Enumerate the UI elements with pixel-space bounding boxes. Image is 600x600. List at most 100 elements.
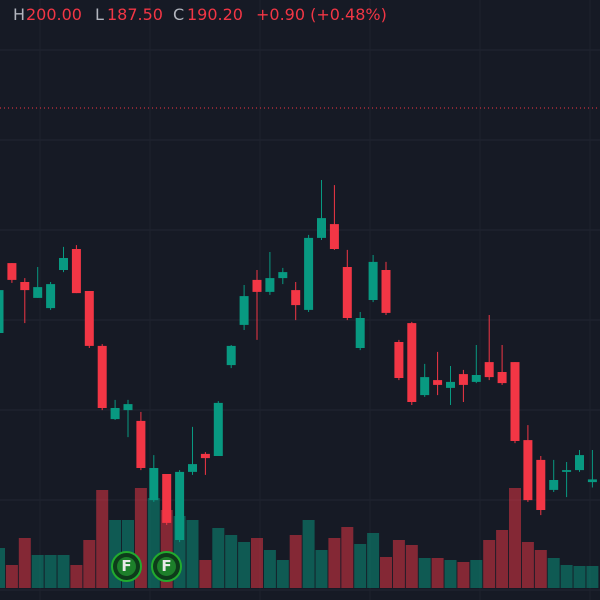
marker-text: F <box>157 557 176 576</box>
volume-bar <box>199 560 212 588</box>
candle-body <box>200 453 210 459</box>
volume-bar <box>83 540 96 588</box>
volume-bar <box>496 530 509 588</box>
volume-bar <box>186 520 199 588</box>
candle-body <box>252 279 262 292</box>
candle-body <box>484 362 494 378</box>
volume-bar <box>547 558 560 588</box>
candle-body <box>71 249 81 294</box>
candle-body <box>123 404 133 411</box>
candle-body <box>33 287 43 298</box>
candle-body <box>0 290 4 333</box>
candle-body <box>317 218 326 238</box>
event-marker[interactable]: F <box>151 551 182 582</box>
candle-body <box>291 290 301 306</box>
candle-body <box>188 464 197 472</box>
volume-bar <box>289 535 302 588</box>
candle-body <box>20 282 30 291</box>
volume-bar <box>341 527 354 588</box>
candle-body <box>368 261 378 300</box>
volume-bar <box>444 560 457 588</box>
candle-body <box>97 345 107 408</box>
volume-bar <box>0 548 5 588</box>
volume-bar <box>509 488 521 588</box>
high-value: 200.00 <box>26 5 82 24</box>
candle-body <box>46 284 56 309</box>
candle-body <box>510 362 520 441</box>
candle-body <box>329 224 339 249</box>
candle-body <box>149 468 159 501</box>
candle-body <box>175 471 185 540</box>
candle-body <box>162 474 172 523</box>
high-label: H <box>13 5 26 24</box>
volume-bar <box>44 555 57 588</box>
candle-body <box>536 459 546 510</box>
candle-body <box>420 377 430 396</box>
candle-body <box>497 372 507 384</box>
volume-bar <box>392 540 405 588</box>
candle-body <box>136 420 146 468</box>
marker-text: F <box>117 557 136 576</box>
candle-body <box>471 375 481 382</box>
candle-body <box>549 480 559 490</box>
candle-body <box>278 272 288 279</box>
candle-body <box>304 237 314 310</box>
volume-bar <box>431 558 444 588</box>
candle-body <box>587 479 597 483</box>
candle-body <box>213 402 223 456</box>
candle-body <box>562 470 572 472</box>
candle-body <box>407 323 417 402</box>
close-value: 190.20 <box>187 5 243 24</box>
candle-body <box>226 345 236 366</box>
volume-bar <box>534 550 547 588</box>
volume-bar <box>315 550 328 588</box>
event-marker[interactable]: F <box>111 551 142 582</box>
candle-body <box>355 318 365 348</box>
volume-bar <box>521 542 534 588</box>
low-value: 187.50 <box>107 5 163 24</box>
volume-bar <box>31 555 44 588</box>
volume-bar <box>225 535 238 588</box>
candle-body <box>239 296 249 325</box>
volume-bar <box>573 566 586 588</box>
volume-bar <box>57 555 70 588</box>
candle-body <box>342 267 352 318</box>
volume-bar <box>70 565 83 588</box>
candle-body <box>381 270 391 313</box>
volume-bar <box>328 538 341 588</box>
volume-bar <box>18 538 31 588</box>
volume-bar <box>418 558 431 588</box>
candle-body <box>433 380 443 385</box>
candle-body <box>110 408 120 420</box>
candle-body <box>458 374 468 385</box>
volume-bar <box>96 490 109 588</box>
candle-body <box>84 291 94 346</box>
low-label: L <box>95 5 104 24</box>
volume-bar <box>457 562 470 588</box>
volume-bar <box>212 528 225 588</box>
volume-bar <box>302 520 315 588</box>
volume-bar <box>238 542 251 588</box>
volume-bar <box>354 544 367 588</box>
volume-bar <box>405 545 418 588</box>
close-label: C <box>173 5 185 24</box>
volume-bar <box>276 560 289 588</box>
volume-bar <box>380 557 392 588</box>
candle-body <box>59 258 68 270</box>
volume-bar <box>586 566 599 588</box>
candle-body <box>575 455 584 471</box>
volume-bar <box>483 540 496 588</box>
candle-body <box>446 381 455 388</box>
volume-bar <box>367 533 380 588</box>
volume-bar <box>560 565 573 588</box>
volume-bar <box>5 565 18 588</box>
candle-body <box>523 440 533 501</box>
candle-body <box>7 263 17 280</box>
candle-body <box>394 342 404 378</box>
change-value: +0.90 (+0.48%) <box>256 5 387 24</box>
candle-body <box>265 278 275 292</box>
volume-bar <box>470 560 483 588</box>
volume-bar <box>251 538 263 588</box>
